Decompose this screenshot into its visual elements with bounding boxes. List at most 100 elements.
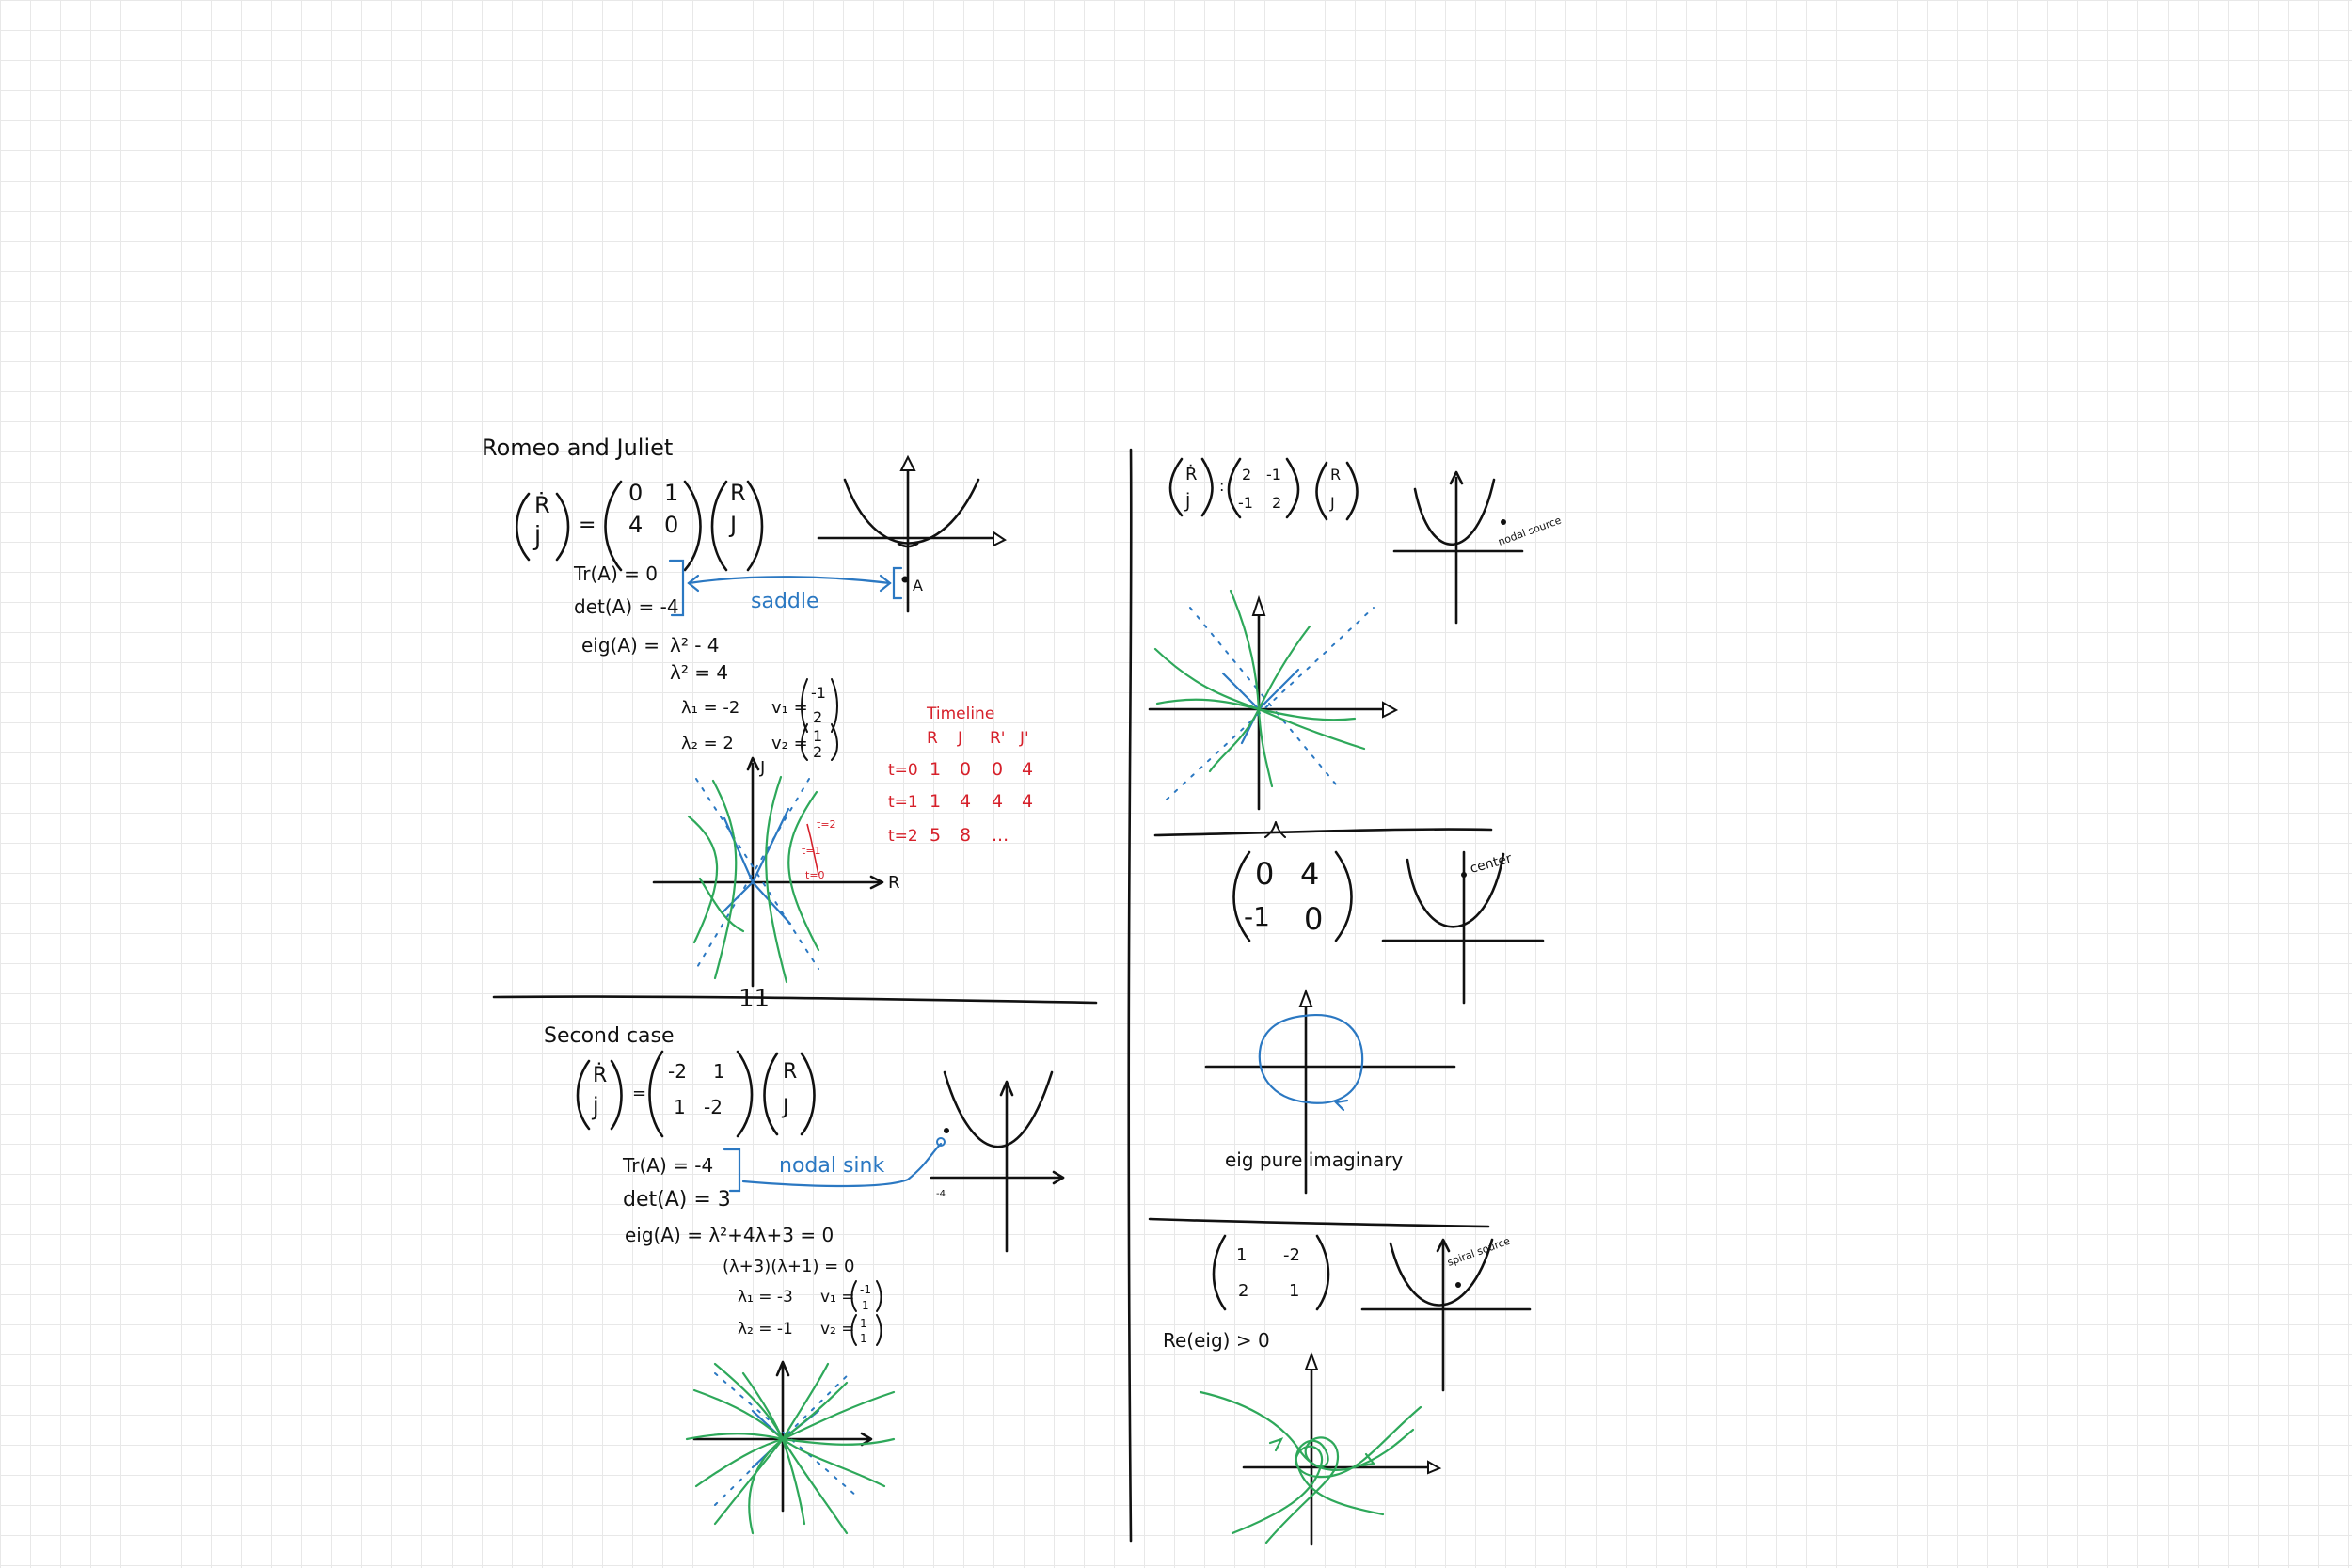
timeline-cell: 4 — [960, 791, 971, 812]
case1-matrix-a22: 0 — [664, 512, 678, 538]
case5-matrix-a12: -2 — [1283, 1245, 1300, 1265]
case4-trace-det-diagram: center — [1381, 851, 1545, 1005]
phase-label-t2: t=2 — [817, 818, 836, 831]
case3-matrix-a22: 2 — [1272, 494, 1281, 512]
case1-lambda2: λ₂ = 2 — [681, 734, 734, 753]
case3-matrix-a12: -1 — [1266, 466, 1281, 483]
brace-mark — [1264, 821, 1286, 838]
timeline-title: Timeline — [926, 705, 994, 723]
case2-invariants: Tr(A) = -4 det(A) = 3 nodal sink — [622, 1137, 946, 1212]
case1-rhs-r: R — [730, 480, 746, 506]
case4-classification: center — [1469, 851, 1514, 877]
case2-eigen: eig(A) = λ²+4λ+3 = 0 (λ+3)(λ+1) = 0 λ₁ =… — [625, 1224, 882, 1346]
case1-v1-label: v₁ = — [771, 698, 808, 718]
case3-lhs-j: J̇ — [1184, 493, 1190, 513]
case2-lhs-r: Ṙ — [593, 1063, 607, 1087]
case1-v1-top: -1 — [811, 684, 826, 702]
case1-v2-label: v₂ = — [771, 734, 808, 753]
case1-rhs-j: J — [728, 512, 737, 538]
svg-text:=: = — [579, 514, 596, 537]
case2-v1-label: v₁ = — [820, 1288, 855, 1307]
case1-invariants: Tr(A) = 0 det(A) = -4 saddle — [573, 559, 903, 618]
case3-rhs-r: R — [1330, 466, 1341, 483]
case2-v2-label: v₂ = — [820, 1320, 855, 1338]
case5-matrix-a22: 1 — [1289, 1281, 1299, 1301]
case2-rhs-j: J — [781, 1096, 789, 1119]
case2-axis-tick: -4 — [936, 1189, 946, 1199]
timeline-row-t0: t=0 — [888, 761, 918, 780]
case2-matrix-a22: -2 — [704, 1096, 723, 1118]
case1-v2-top: 1 — [813, 727, 822, 745]
case1-matrix-a21: 4 — [628, 512, 643, 538]
case3-classification: nodal source — [1497, 514, 1564, 547]
case2-classification: nodal sink — [779, 1154, 884, 1178]
case4-phase-portrait: eig pure imaginary — [1204, 989, 1456, 1195]
case1-phase-portrait: J R t=2 t=1 t=0 — [652, 756, 900, 988]
case1-classification: saddle — [751, 590, 819, 613]
case2-lhs-j: J̇ — [591, 1097, 599, 1121]
case1-det: det(A) = -4 — [574, 595, 679, 618]
case4-note: eig pure imaginary — [1225, 1148, 1403, 1171]
case3-matrix-a11: 2 — [1242, 466, 1251, 483]
case1-matrix-a11: 0 — [628, 480, 643, 506]
case4-matrix-a12: 4 — [1300, 856, 1319, 892]
svg-text::: : — [1219, 477, 1224, 495]
case2-trace: Tr(A) = -4 — [622, 1154, 713, 1177]
case1-eig-label: eig(A) = — [581, 634, 660, 657]
case3-rhs-j: J — [1329, 494, 1335, 512]
case4-matrix-a11: 0 — [1255, 856, 1274, 892]
case1-equation: Ṙ J̇ = 0 1 4 0 R J — [515, 480, 764, 572]
case1-eig-poly: λ² - 4 — [670, 634, 720, 657]
case3-phase-portrait — [1148, 589, 1399, 811]
case5-phase-portrait — [1199, 1352, 1442, 1546]
case1-trace-det-diagram: A — [817, 454, 1007, 613]
case3-matrix-a21: -1 — [1238, 494, 1253, 512]
case1-eig-eq: λ² = 4 — [670, 661, 728, 684]
timeline-cell: 8 — [960, 825, 971, 846]
timeline-header-j: J — [957, 729, 962, 748]
case5-matrix: 1 -2 2 1 — [1212, 1234, 1330, 1311]
timeline-row-t2: t=2 — [888, 827, 918, 846]
case4-matrix: 0 4 -1 0 — [1232, 850, 1353, 942]
page-title: Romeo and Juliet — [482, 435, 673, 461]
case2-v2-top: 1 — [860, 1317, 867, 1330]
divider-right-1 — [1153, 828, 1493, 837]
timeline-table: Timeline R J R' J' t=0 1 0 0 4 t=1 1 4 4… — [888, 705, 1033, 846]
case2-rhs-r: R — [783, 1060, 797, 1084]
timeline-cell: 0 — [992, 759, 1003, 780]
case3-equation: Ṙ J̇ : 2 -1 -1 2 R J — [1168, 457, 1359, 521]
case1-axis-y: J — [759, 758, 765, 778]
case2-v1-top: -1 — [860, 1283, 871, 1296]
timeline-cell: 5 — [930, 825, 941, 846]
svg-text:=: = — [632, 1084, 646, 1103]
timeline-cell: 0 — [960, 759, 971, 780]
case2-lambda1: λ₁ = -3 — [738, 1288, 793, 1307]
case1-trace: Tr(A) = 0 — [573, 562, 658, 585]
timeline-header-r-prime: R' — [990, 729, 1006, 748]
case5-matrix-a11: 1 — [1236, 1245, 1247, 1265]
timeline-header-j-prime: J' — [1019, 729, 1029, 748]
case4-matrix-a21: -1 — [1244, 901, 1270, 932]
phase-label-t0: t=0 — [805, 869, 825, 881]
timeline-cell: 4 — [992, 791, 1003, 812]
case2-trace-det-diagram: -4 — [930, 1070, 1065, 1253]
phase-label-t1: t=1 — [802, 845, 821, 857]
case4-matrix-a22: 0 — [1304, 901, 1323, 937]
timeline-row-t1: t=1 — [888, 793, 918, 812]
case2-matrix-a11: -2 — [668, 1060, 687, 1083]
case2-title: Second case — [544, 1024, 675, 1048]
case5-matrix-a21: 2 — [1238, 1281, 1248, 1301]
case1-eigen: eig(A) = λ² - 4 λ² = 4 λ₁ = -2 v₁ = -1 2… — [581, 634, 838, 761]
case5-trace-det-diagram: spiral source — [1360, 1235, 1532, 1392]
timeline-cell: ... — [992, 825, 1009, 846]
case2-eig-factored: (λ+3)(λ+1) = 0 — [723, 1257, 854, 1276]
case3-trace-det-diagram: nodal source — [1392, 470, 1564, 625]
horizontal-divider-left — [492, 995, 1098, 1005]
divider-right-2 — [1148, 1217, 1490, 1228]
timeline-cell: 1 — [930, 759, 941, 780]
case2-eig-poly: eig(A) = λ²+4λ+3 = 0 — [625, 1224, 834, 1246]
case3-lhs-r: Ṙ — [1185, 465, 1198, 484]
case5-classification: spiral source — [1446, 1235, 1513, 1269]
case1-axis-x: R — [888, 873, 900, 893]
